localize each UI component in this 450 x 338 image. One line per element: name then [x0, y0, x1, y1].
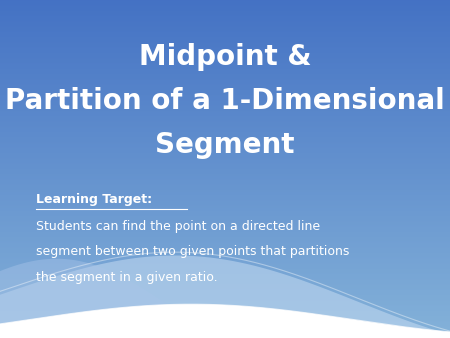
- Polygon shape: [0, 256, 450, 338]
- Polygon shape: [0, 259, 450, 338]
- Text: Students can find the point on a directed line: Students can find the point on a directe…: [36, 220, 320, 233]
- Text: Partition of a 1-Dimensional: Partition of a 1-Dimensional: [5, 88, 445, 115]
- Text: segment between two given points that partitions: segment between two given points that pa…: [36, 245, 349, 258]
- Polygon shape: [0, 304, 450, 338]
- Text: Segment: Segment: [155, 131, 295, 159]
- Text: the segment in a given ratio.: the segment in a given ratio.: [36, 271, 218, 284]
- Text: Midpoint &: Midpoint &: [139, 44, 311, 71]
- Text: Learning Target:: Learning Target:: [36, 193, 152, 206]
